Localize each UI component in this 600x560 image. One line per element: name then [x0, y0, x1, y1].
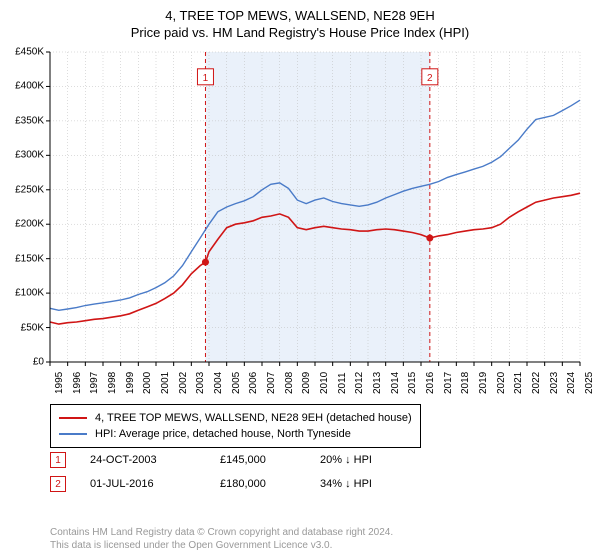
- y-axis-labels: £0£50K£100K£150K£200K£250K£300K£350K£400…: [0, 52, 48, 362]
- legend: 4, TREE TOP MEWS, WALLSEND, NE28 9EH (de…: [50, 404, 421, 448]
- legend-row: HPI: Average price, detached house, Nort…: [59, 426, 412, 442]
- sale-date: 01-JUL-2016: [90, 478, 220, 490]
- x-tick-label: 1999: [125, 372, 136, 394]
- y-tick-label: £300K: [15, 150, 44, 161]
- y-tick-label: £450K: [15, 47, 44, 58]
- sale-pct: 20% ↓ HPI: [320, 454, 440, 466]
- x-tick-label: 2001: [160, 372, 171, 394]
- sale-marker-box: 1: [50, 452, 66, 468]
- chart-svg: 12: [50, 52, 580, 362]
- x-tick-label: 1995: [54, 372, 65, 394]
- attribution-line: Contains HM Land Registry data © Crown c…: [50, 526, 393, 539]
- title-subtitle: Price paid vs. HM Land Registry's House …: [0, 25, 600, 40]
- x-tick-label: 2007: [266, 372, 277, 394]
- x-tick-label: 2005: [231, 372, 242, 394]
- x-tick-label: 2015: [407, 372, 418, 394]
- x-tick-label: 2020: [496, 372, 507, 394]
- y-tick-label: £150K: [15, 253, 44, 264]
- x-tick-label: 2019: [478, 372, 489, 394]
- sale-price: £145,000: [220, 454, 320, 466]
- legend-row: 4, TREE TOP MEWS, WALLSEND, NE28 9EH (de…: [59, 410, 412, 426]
- x-tick-label: 2012: [354, 372, 365, 394]
- x-tick-label: 2023: [549, 372, 560, 394]
- x-tick-label: 2008: [284, 372, 295, 394]
- y-tick-label: £0: [33, 357, 44, 368]
- x-tick-label: 2021: [513, 372, 524, 394]
- x-tick-label: 2011: [337, 372, 348, 394]
- sale-marker-box: 2: [50, 476, 66, 492]
- attribution: Contains HM Land Registry data © Crown c…: [50, 526, 393, 552]
- x-tick-label: 2014: [390, 372, 401, 394]
- sale-date: 24-OCT-2003: [90, 454, 220, 466]
- x-tick-label: 2004: [213, 372, 224, 394]
- y-tick-label: £400K: [15, 81, 44, 92]
- sale-marker-num: 1: [55, 455, 61, 466]
- x-tick-label: 2003: [195, 372, 206, 394]
- x-tick-label: 2022: [531, 372, 542, 394]
- y-tick-label: £250K: [15, 184, 44, 195]
- x-tick-label: 2006: [248, 372, 259, 394]
- legend-swatch: [59, 417, 87, 419]
- x-tick-label: 2010: [319, 372, 330, 394]
- x-tick-label: 1996: [72, 372, 83, 394]
- x-tick-label: 2002: [178, 372, 189, 394]
- legend-label: 4, TREE TOP MEWS, WALLSEND, NE28 9EH (de…: [95, 412, 412, 424]
- svg-text:1: 1: [203, 73, 209, 84]
- chart-plot-area: 12: [50, 52, 580, 362]
- x-tick-label: 2024: [566, 372, 577, 394]
- sale-row: 2 01-JUL-2016 £180,000 34% ↓ HPI: [50, 472, 580, 496]
- sale-price: £180,000: [220, 478, 320, 490]
- y-tick-label: £200K: [15, 219, 44, 230]
- x-tick-label: 1998: [107, 372, 118, 394]
- x-tick-label: 2025: [584, 372, 595, 394]
- x-axis-labels: 1995 1996 1997 1998 1999 2000 2001 2002 2003 2004…: [50, 362, 580, 402]
- chart-container: 4, TREE TOP MEWS, WALLSEND, NE28 9EH Pri…: [0, 0, 600, 560]
- title-block: 4, TREE TOP MEWS, WALLSEND, NE28 9EH Pri…: [0, 0, 600, 44]
- x-tick-label: 1997: [89, 372, 100, 394]
- sale-marker-num: 2: [55, 479, 61, 490]
- attribution-line: This data is licensed under the Open Gov…: [50, 539, 393, 552]
- title-address: 4, TREE TOP MEWS, WALLSEND, NE28 9EH: [0, 8, 600, 23]
- legend-swatch: [59, 433, 87, 435]
- x-tick-label: 2009: [301, 372, 312, 394]
- svg-text:2: 2: [427, 73, 433, 84]
- x-tick-label: 2016: [425, 372, 436, 394]
- sale-pct: 34% ↓ HPI: [320, 478, 440, 490]
- x-tick-label: 2018: [460, 372, 471, 394]
- x-tick-label: 2013: [372, 372, 383, 394]
- y-tick-label: £50K: [21, 322, 44, 333]
- legend-label: HPI: Average price, detached house, Nort…: [95, 428, 351, 440]
- sale-row: 1 24-OCT-2003 £145,000 20% ↓ HPI: [50, 448, 580, 472]
- sales-markers: 1 24-OCT-2003 £145,000 20% ↓ HPI 2 01-JU…: [50, 448, 580, 496]
- x-tick-label: 2017: [443, 372, 454, 394]
- x-tick-label: 2000: [142, 372, 153, 394]
- y-tick-label: £350K: [15, 115, 44, 126]
- y-tick-label: £100K: [15, 288, 44, 299]
